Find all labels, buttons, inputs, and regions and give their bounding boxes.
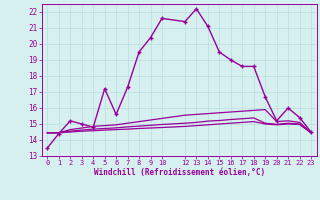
- X-axis label: Windchill (Refroidissement éolien,°C): Windchill (Refroidissement éolien,°C): [94, 168, 265, 177]
